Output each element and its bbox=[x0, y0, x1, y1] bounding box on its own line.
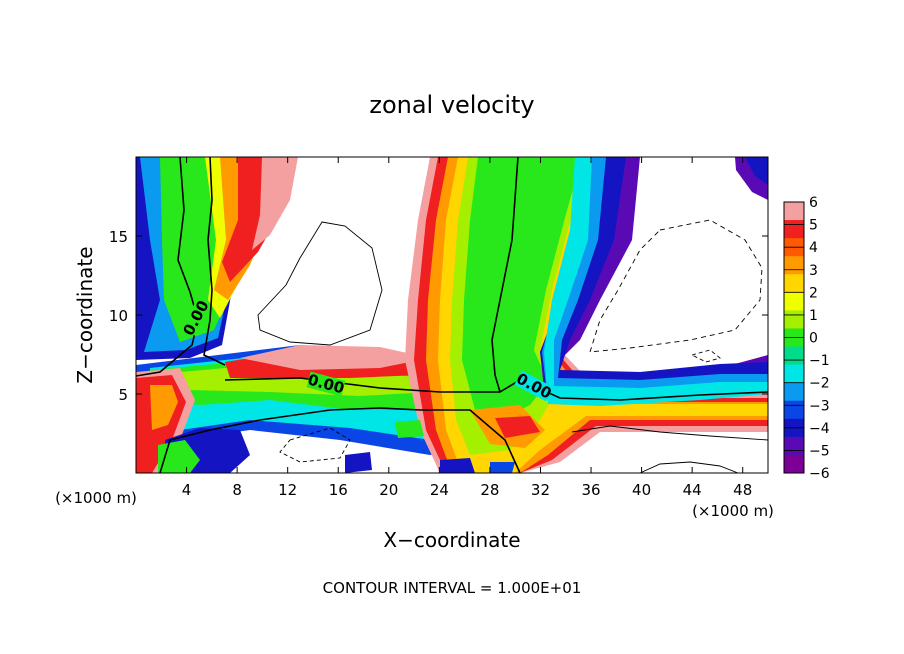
colorbar-tick-label: −5 bbox=[809, 443, 830, 459]
column-green bbox=[462, 157, 582, 420]
blue-pocket-c bbox=[490, 462, 515, 473]
x-unit-left: (×1000 m) bbox=[55, 489, 137, 507]
zero-contour-column bbox=[491, 157, 519, 393]
x-tick-label: 28 bbox=[480, 481, 499, 499]
contour-negative-1 bbox=[589, 219, 763, 353]
chart-title: zonal velocity bbox=[369, 91, 534, 119]
contour-negative-3 bbox=[690, 349, 721, 363]
colorbar-swatch bbox=[784, 202, 804, 221]
contour-positive-3 bbox=[639, 461, 739, 473]
blue-pocket-b bbox=[440, 458, 475, 473]
x-axis-label: X−coordinate bbox=[383, 528, 520, 552]
colorbar-swatch bbox=[784, 274, 804, 293]
y-tick-label: 10 bbox=[109, 307, 128, 325]
x-tick-label: 40 bbox=[632, 481, 651, 499]
x-tick-label: 8 bbox=[232, 481, 242, 499]
x-tick-label: 20 bbox=[379, 481, 398, 499]
colorbar-swatch bbox=[784, 256, 804, 275]
colorbar-tick-label: 4 bbox=[809, 240, 818, 256]
x-tick-label: 44 bbox=[683, 481, 702, 499]
x-tick-label: 48 bbox=[733, 481, 752, 499]
x-tick-label: 36 bbox=[581, 481, 600, 499]
left-plume-pink bbox=[252, 157, 298, 250]
y-tick-label: 15 bbox=[109, 228, 128, 246]
colorbar-swatch bbox=[784, 382, 804, 402]
warm-pocket-b bbox=[495, 416, 540, 438]
colorbar-tick-label: −2 bbox=[809, 376, 830, 392]
x-tick-label: 12 bbox=[278, 481, 297, 499]
x-tick-label: 24 bbox=[430, 481, 449, 499]
colorbar-tick-label: 3 bbox=[809, 263, 818, 279]
colorbar-tick-label: −6 bbox=[809, 466, 830, 482]
colorbar-tick-label: 6 bbox=[809, 195, 818, 211]
contour-positive-2 bbox=[571, 425, 768, 441]
blue-pocket-a bbox=[345, 452, 372, 473]
contour-interval-note: CONTOUR INTERVAL = 1.000E+01 bbox=[323, 579, 582, 597]
x-tick-label: 16 bbox=[329, 481, 348, 499]
zero-contour-lower bbox=[159, 407, 521, 473]
x-unit-right: (×1000 m) bbox=[692, 502, 774, 520]
colorbar-swatch bbox=[784, 436, 804, 456]
y-tick-label: 5 bbox=[118, 386, 128, 404]
colorbar-swatch bbox=[784, 310, 804, 329]
colorbar-tick-label: −3 bbox=[809, 398, 830, 414]
colorbar-swatch bbox=[784, 220, 804, 239]
colorbar-swatch bbox=[784, 292, 804, 311]
contour-positive-1 bbox=[257, 221, 383, 346]
zero-contour-left-inner bbox=[203, 157, 226, 366]
colorbar-swatch bbox=[784, 454, 804, 474]
colorbar-swatch bbox=[784, 400, 804, 420]
x-tick-label: 4 bbox=[182, 481, 192, 499]
y-axis-label: Z−coordinate bbox=[73, 246, 97, 383]
colorbar-tick-label: 2 bbox=[809, 285, 818, 301]
y-axis: 5 10 15 bbox=[109, 228, 768, 404]
low-band-pink-ridge bbox=[240, 345, 430, 370]
x-axis: 4 8 12 16 20 24 28 32 36 40 44 48 bbox=[182, 157, 752, 499]
colorbar-tick-label: 5 bbox=[809, 218, 818, 234]
contour-negative-2 bbox=[279, 427, 351, 463]
colorbar-swatch bbox=[784, 364, 804, 384]
colorbar-tick-label: −1 bbox=[809, 353, 830, 369]
colorbar-tick-label: 0 bbox=[809, 331, 818, 347]
colorbar-tick-label: 1 bbox=[809, 308, 818, 324]
x-tick-label: 32 bbox=[531, 481, 550, 499]
colorbar: 6 5 4 3 2 1 0 −1 −2 −3 −4 −5 −6 bbox=[783, 195, 830, 482]
green-pocket bbox=[395, 420, 424, 438]
right-jet-azure bbox=[542, 157, 768, 404]
colorbar-swatch bbox=[784, 346, 804, 366]
colorbar-tick-label: −4 bbox=[809, 421, 830, 437]
top-right-blue-patch bbox=[745, 157, 768, 185]
left-bottom-green bbox=[158, 440, 200, 473]
left-warm-blob-orange bbox=[150, 385, 178, 430]
